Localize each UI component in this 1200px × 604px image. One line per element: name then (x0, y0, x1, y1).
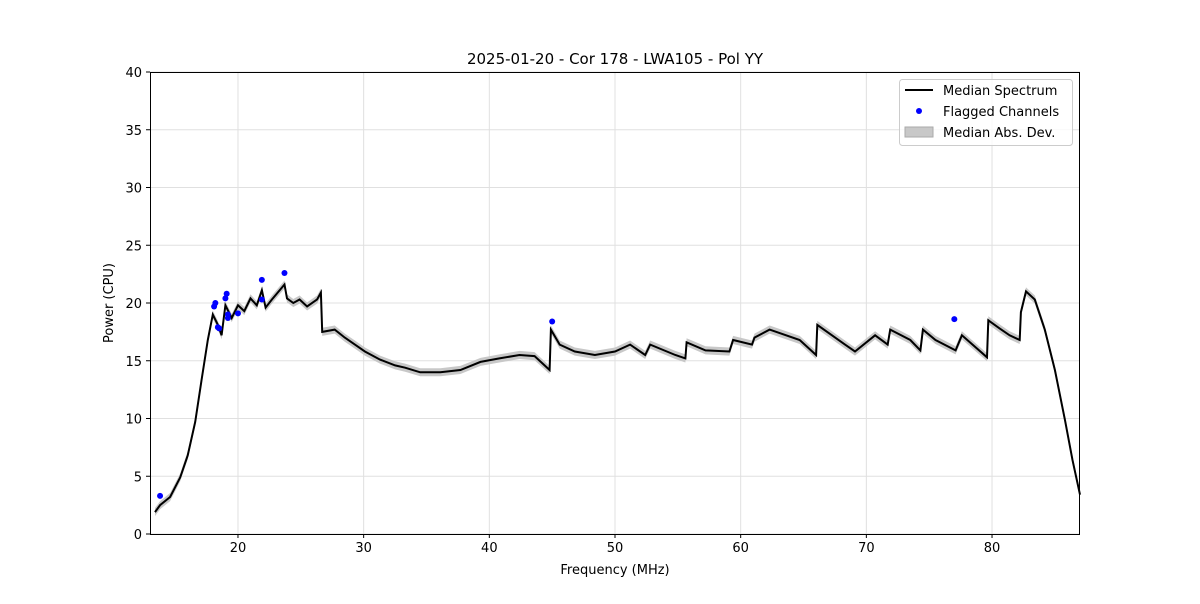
x-tick-label: 60 (732, 541, 749, 556)
y-tick-label: 20 (125, 297, 142, 312)
x-tick-label: 20 (230, 541, 247, 556)
flagged-channel-point (222, 295, 229, 302)
legend-entry-flagged: Flagged Channels (943, 105, 1059, 120)
y-tick-label: 10 (125, 413, 142, 428)
flagged-channel-point (258, 276, 265, 283)
ticks: 20 30 40 50 60 70 80 0 5 10 15 20 25 30 35 40 (125, 66, 1000, 556)
flagged-channel-point (214, 324, 221, 331)
y-tick-label: 0 (134, 528, 142, 543)
x-tick-label: 70 (858, 541, 875, 556)
flagged-channel-point (234, 310, 241, 317)
chart-title: 2025-01-20 - Cor 178 - LWA105 - Pol YY (467, 50, 764, 68)
y-tick-label: 30 (125, 182, 142, 197)
flagged-channel-point (281, 269, 288, 276)
x-tick-label: 40 (481, 541, 498, 556)
x-tick-label: 30 (355, 541, 372, 556)
y-tick-label: 40 (125, 66, 142, 81)
flagged-channel-point (224, 311, 231, 318)
legend-dot-swatch (916, 108, 922, 114)
flagged-channel-point (549, 318, 556, 325)
flagged-channel-point (258, 296, 265, 303)
median-spectrum-line (154, 282, 1081, 513)
y-axis-label: Power (CPU) (102, 263, 117, 343)
legend-entry-median: Median Spectrum (943, 84, 1057, 99)
flagged-channel-point (223, 290, 230, 297)
y-tick-label: 25 (125, 239, 142, 254)
flagged-channel-point (212, 300, 219, 306)
flagged-channel-point (157, 492, 164, 499)
legend-band-swatch (904, 126, 934, 138)
flagged-channel-point (951, 316, 958, 323)
y-tick-label: 15 (125, 355, 142, 370)
legend: Median Spectrum Flagged Channels Median … (899, 79, 1073, 146)
mad-band (155, 280, 1080, 517)
legend-entry-mad: Median Abs. Dev. (943, 126, 1055, 141)
y-tick-label: 5 (134, 470, 142, 485)
flagged-points (157, 269, 958, 499)
y-tick-label: 35 (125, 124, 142, 139)
x-axis-label: Frequency (MHz) (560, 563, 669, 578)
x-tick-label: 50 (607, 541, 624, 556)
x-tick-label: 80 (984, 541, 1001, 556)
